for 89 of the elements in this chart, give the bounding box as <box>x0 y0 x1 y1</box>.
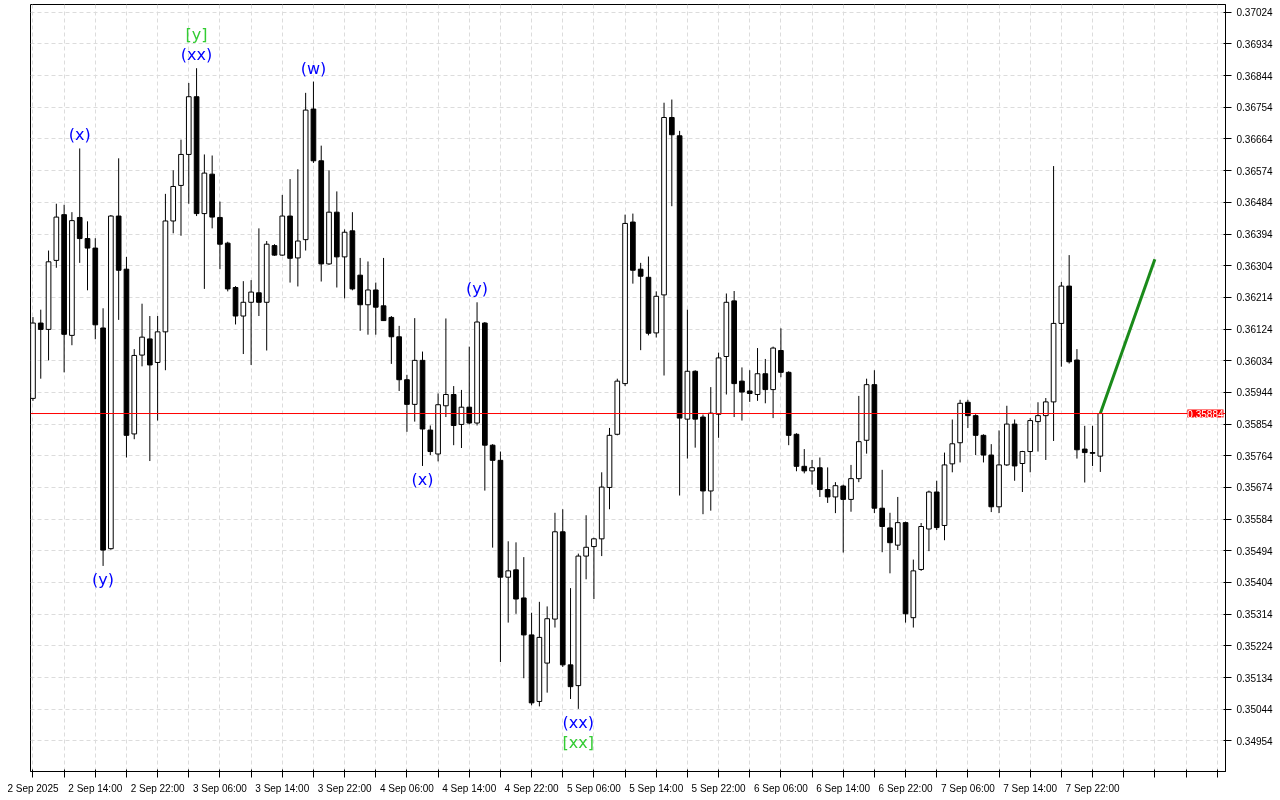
candlestick <box>84 220 91 291</box>
y-tick-label: 0.35584 <box>1236 514 1274 526</box>
candlestick <box>949 419 956 473</box>
y-tick-label: 0.36484 <box>1236 197 1274 209</box>
x-tick-label: 6 Sep 22:00 <box>878 782 933 794</box>
candlestick <box>372 282 379 336</box>
x-tick-label: 2 Sep 2025 <box>7 782 59 794</box>
candlestick <box>76 147 83 264</box>
y-tick-label: 0.35494 <box>1236 545 1274 557</box>
annotation: (x) <box>411 469 434 489</box>
y-tick-label: 0.35764 <box>1236 450 1274 462</box>
candlestick <box>817 457 823 498</box>
candlestick <box>1089 425 1096 467</box>
candlestick <box>248 279 254 366</box>
ref-line-label: 0.35884 <box>1187 408 1224 420</box>
candlestick <box>583 514 589 580</box>
candlestick <box>840 484 847 554</box>
x-tick-label: 7 Sep 14:00 <box>1003 782 1058 794</box>
x-tick-label: 7 Sep 22:00 <box>1065 782 1120 794</box>
candlestick <box>295 168 301 287</box>
candlestick <box>37 309 44 380</box>
candlestick <box>746 369 753 403</box>
candlestick <box>848 464 854 513</box>
candlestick <box>972 413 979 456</box>
y-tick-label: 0.36844 <box>1236 70 1274 82</box>
candlestick <box>778 327 784 378</box>
annotation: (y) <box>466 279 489 299</box>
y-tick-label: 0.35224 <box>1236 640 1274 652</box>
x-tick-label: 3 Sep 22:00 <box>317 782 373 794</box>
x-tick-label: 4 Sep 14:00 <box>442 782 497 794</box>
candlestick <box>256 227 262 317</box>
x-tick-label: 6 Sep 14:00 <box>816 782 871 794</box>
y-tick-label: 0.37024 <box>1236 7 1274 19</box>
candlestick <box>1081 425 1088 484</box>
y-tick-label: 0.36394 <box>1236 229 1274 240</box>
y-tick-label: 0.35854 <box>1236 419 1274 431</box>
x-tick-label: 3 Sep 14:00 <box>255 782 310 794</box>
x-tick-label: 5 Sep 06:00 <box>566 782 622 794</box>
candlestick <box>879 469 886 553</box>
candlestick <box>1035 401 1041 453</box>
x-tick-label: 5 Sep 14:00 <box>629 782 684 794</box>
annotation: [y] <box>185 25 208 45</box>
candlestick <box>1042 397 1049 461</box>
candlestick <box>801 448 808 474</box>
y-tick-label: 0.36034 <box>1236 355 1274 367</box>
candlestick <box>887 512 893 574</box>
x-tick-label: 4 Sep 22:00 <box>504 782 559 794</box>
candlestick <box>139 303 145 367</box>
annotation: (xx) <box>562 712 595 732</box>
candlestick <box>427 424 434 456</box>
candlestick <box>980 433 987 463</box>
x-tick-label: 2 Sep 22:00 <box>130 782 186 794</box>
annotation: (x) <box>68 125 91 145</box>
candlestick <box>894 496 901 551</box>
candlestick <box>443 317 449 418</box>
x-tick-label: 3 Sep 06:00 <box>192 782 248 794</box>
x-tick-label: 2 Sep 14:00 <box>68 782 123 794</box>
x-tick-label: 4 Sep 06:00 <box>379 782 435 794</box>
candlestick <box>365 260 371 336</box>
y-tick-label: 0.36304 <box>1236 260 1274 272</box>
y-tick-label: 0.35314 <box>1236 609 1274 621</box>
annotation: [xx] <box>562 732 595 752</box>
y-tick-label: 0.36664 <box>1236 133 1274 145</box>
y-tick-label: 0.36574 <box>1236 165 1274 177</box>
candlestick <box>668 99 675 207</box>
y-tick-label: 0.36214 <box>1236 292 1274 304</box>
candlestick <box>591 537 597 600</box>
y-tick-label: 0.35944 <box>1236 387 1274 399</box>
candlestick <box>965 399 971 429</box>
x-tick-label: 7 Sep 06:00 <box>940 782 996 794</box>
y-tick-label: 0.36934 <box>1236 38 1274 50</box>
annotation: (w) <box>300 58 327 78</box>
x-tick-label: 6 Sep 06:00 <box>753 782 809 794</box>
x-tick-label: 5 Sep 22:00 <box>691 782 746 794</box>
annotation: (y) <box>92 569 115 589</box>
candlestick <box>489 443 496 549</box>
y-tick-label: 0.35674 <box>1236 482 1274 494</box>
y-tick-label: 0.36754 <box>1236 102 1274 114</box>
y-tick-label: 0.36124 <box>1236 324 1274 336</box>
candlestick <box>466 346 473 425</box>
y-tick-label: 0.35134 <box>1236 672 1274 684</box>
candlestick <box>637 262 644 351</box>
y-tick-label: 0.35044 <box>1236 704 1274 716</box>
y-tick-label: 0.34954 <box>1236 735 1274 747</box>
y-tick-label: 0.35404 <box>1236 577 1274 589</box>
annotation: (xx) <box>180 45 213 65</box>
candlestick <box>505 540 512 624</box>
candlestick <box>809 459 815 486</box>
candlestick <box>739 366 745 422</box>
